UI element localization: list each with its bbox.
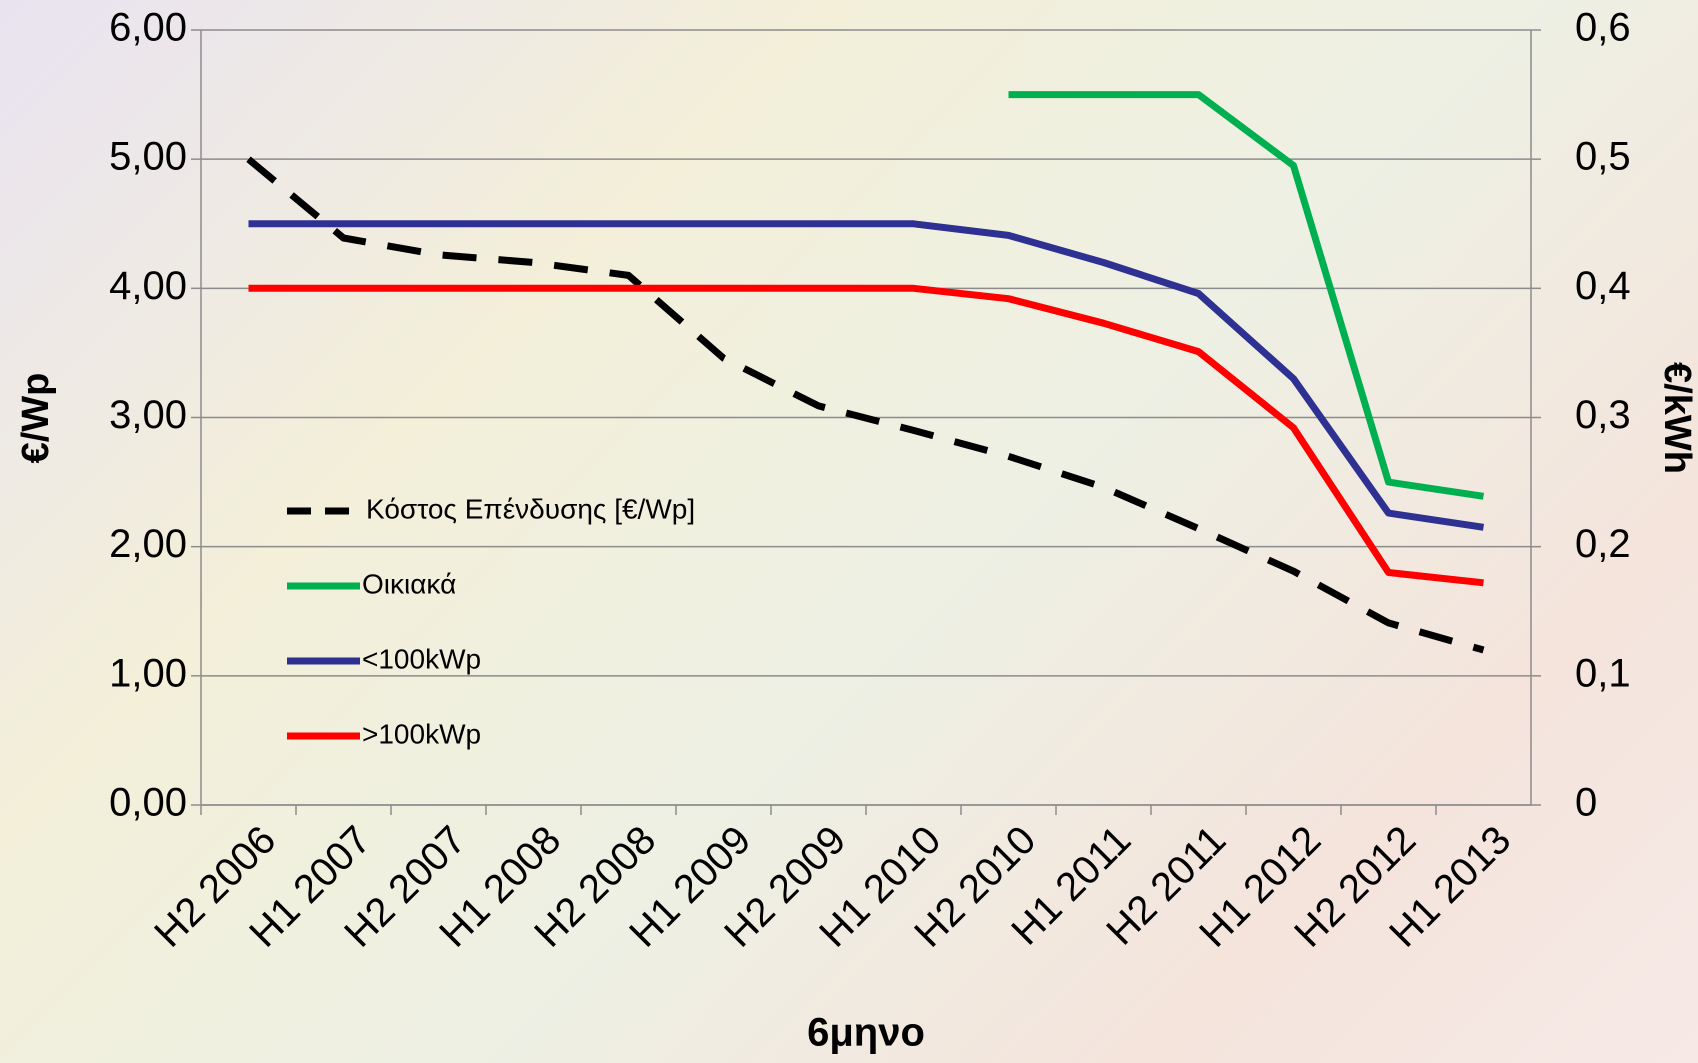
series-line xyxy=(1008,91,1485,500)
y2-tick-label: 0,3 xyxy=(1575,393,1631,437)
y2-tick-label: 0,5 xyxy=(1575,135,1631,179)
y2-tick-label: 0 xyxy=(1575,781,1597,825)
y-tick-label: 5,00 xyxy=(109,135,187,179)
legend-label: Οικιακά xyxy=(362,568,456,599)
y-tick-label: 0,00 xyxy=(109,781,187,825)
y2-tick-label: 0,2 xyxy=(1575,522,1631,566)
y2-axis-title: €/kWh xyxy=(1656,362,1698,474)
y2-tick-label: 0,4 xyxy=(1575,264,1631,308)
y-tick-label: 3,00 xyxy=(109,393,187,437)
y-tick-label: 2,00 xyxy=(109,522,187,566)
y-tick-label: 6,00 xyxy=(109,6,187,50)
y-tick-label: 1,00 xyxy=(109,651,187,695)
y-axis-title: €/Wp xyxy=(15,373,57,464)
legend-label: Κόστος Επένδυσης [€/Wp] xyxy=(366,493,695,524)
y-tick-label: 4,00 xyxy=(109,264,187,308)
x-axis-title: 6μηνο xyxy=(807,1011,925,1055)
series-line xyxy=(248,220,1485,531)
legend-label: >100kWp xyxy=(362,718,481,749)
y2-tick-label: 0,6 xyxy=(1575,6,1631,50)
y2-tick-label: 0,1 xyxy=(1575,651,1631,695)
series-line xyxy=(248,284,1484,587)
legend-label: <100kWp xyxy=(362,643,481,674)
series-line xyxy=(246,156,1485,654)
